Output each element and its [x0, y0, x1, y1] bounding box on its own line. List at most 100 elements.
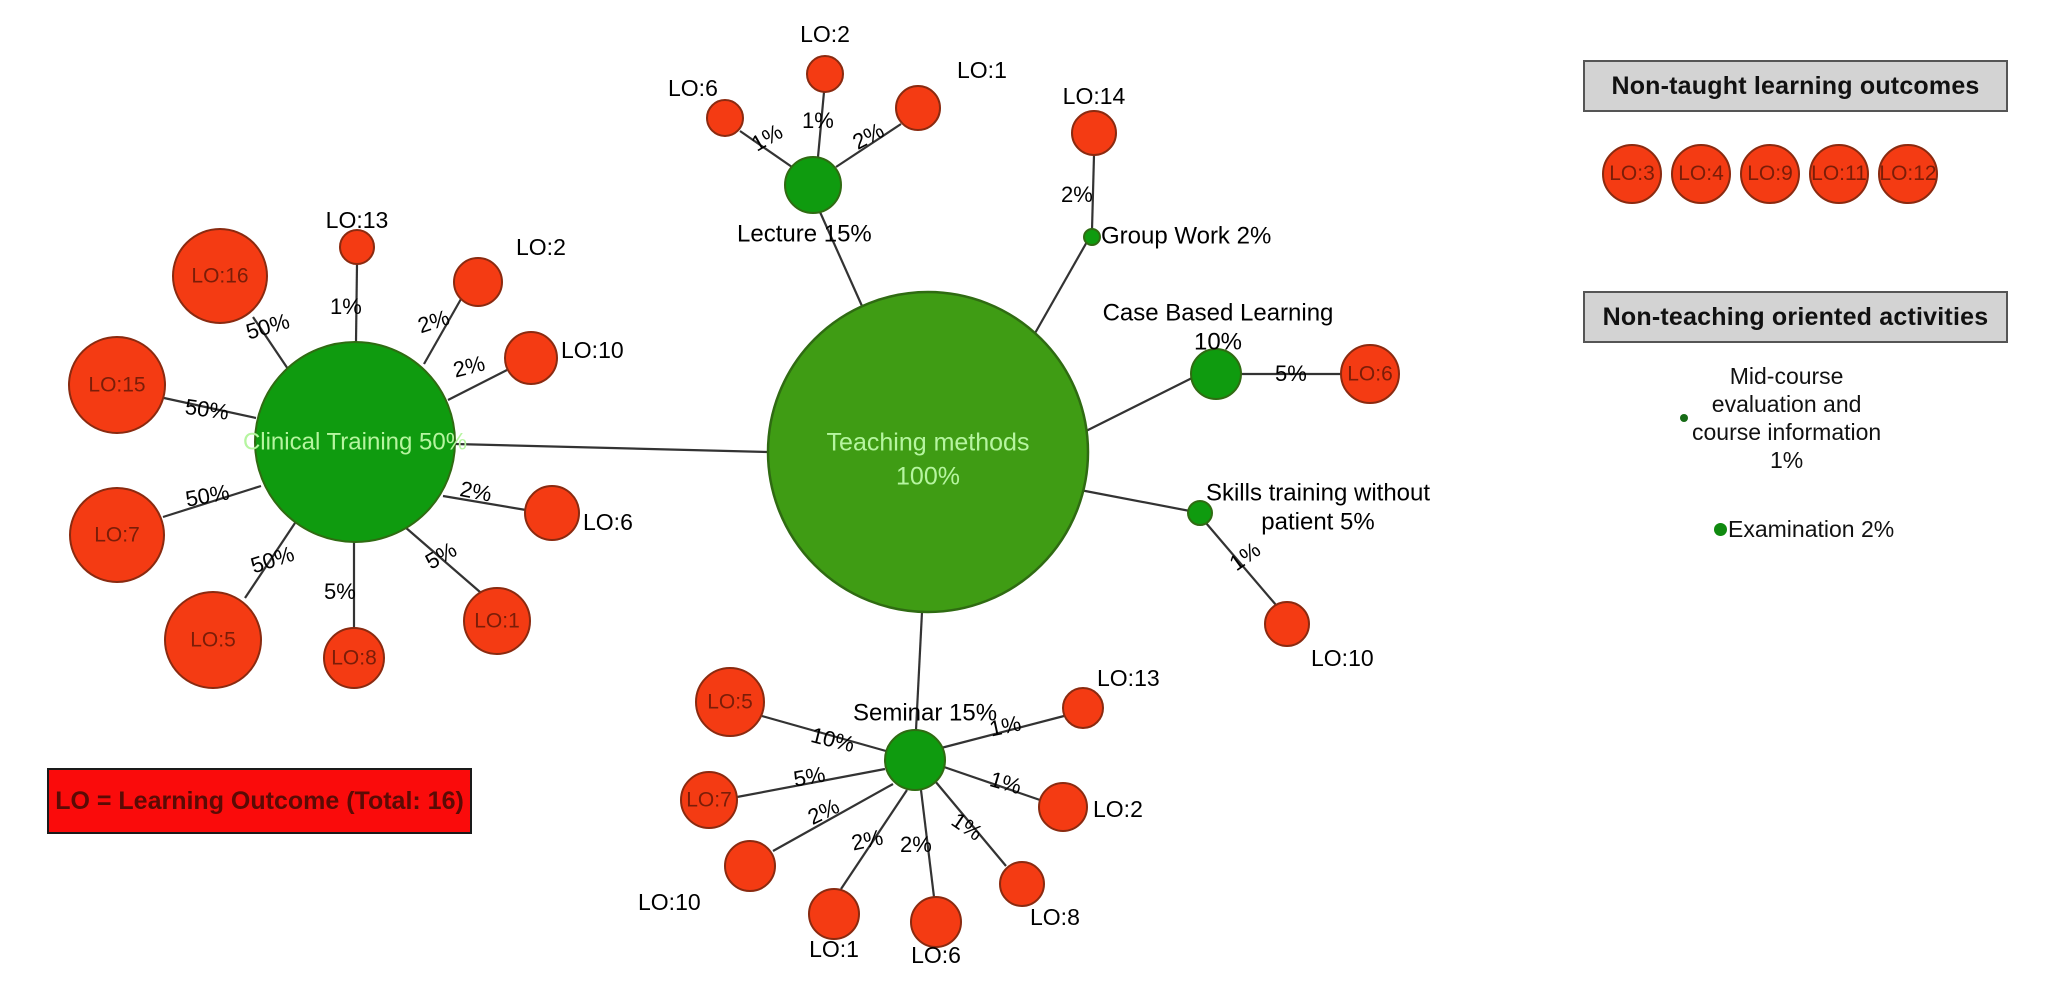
- node-lo-8-ct[interactable]: [323, 627, 385, 689]
- edge-lec-lo1: [835, 123, 902, 168]
- center-to-method-edges: [454, 211, 1193, 731]
- edge-center-clinical: [454, 442, 769, 454]
- edge-pct-ct-lo5: 50%: [248, 541, 298, 578]
- edge-sem-lo1: [840, 789, 908, 890]
- node-lo-10-seminar-label: LO:10: [638, 889, 701, 915]
- edge-ct-lo13: [354, 263, 359, 343]
- edge-center-case-based: [1083, 377, 1193, 433]
- edge-ct-lo5: [244, 522, 296, 599]
- case-based-learning-label-line2: 10%: [1194, 328, 1242, 355]
- edge-pct-ct-lo8: 5%: [324, 579, 356, 604]
- node-lo-5-ct[interactable]: [164, 591, 262, 689]
- edge-gw-lo14: [1090, 154, 1096, 231]
- edge-center-groupwork: [1029, 239, 1089, 343]
- legend-lo-11[interactable]: LO:11: [1809, 144, 1869, 204]
- lecture-circle[interactable]: [784, 156, 842, 214]
- legend-lo-9[interactable]: LO:9: [1740, 144, 1800, 204]
- node-lo-6-lecture[interactable]: [706, 99, 744, 137]
- cluster-lecture: Lecture 15% LO:6 1% LO:2 1% LO:1 2%: [668, 21, 1007, 247]
- node-lo-5-seminar[interactable]: [695, 667, 765, 737]
- node-lo-8-seminar[interactable]: [999, 861, 1045, 907]
- node-lo-2-seminar-label: LO:2: [1093, 796, 1143, 822]
- edge-lec-lo2: [816, 91, 826, 158]
- edge-pct-ct-lo6: 2%: [458, 476, 494, 507]
- legend-non-taught-header: Non-taught learning outcomes: [1583, 60, 2008, 112]
- node-lo-2-seminar[interactable]: [1038, 782, 1088, 832]
- edge-sem-lo8: [934, 780, 1007, 867]
- edge-sem-lo7: [736, 767, 886, 799]
- node-lo-6-cbl[interactable]: [1340, 344, 1400, 404]
- node-lo-1-ct[interactable]: [463, 587, 531, 655]
- node-lo-6-seminar[interactable]: [910, 896, 962, 948]
- edge-center-seminar: [914, 611, 924, 731]
- node-teaching-methods[interactable]: Teaching methods 100%: [766, 290, 1090, 614]
- node-lo-5-seminar-label: LO:5: [707, 691, 753, 714]
- edge-sem-lo10: [772, 783, 894, 852]
- cluster-case-based-learning: Case Based Learning 10% LO:6 5%: [1103, 299, 1400, 404]
- node-lo-7-ct-label: LO:7: [94, 524, 140, 547]
- edge-sem-lo13: [940, 714, 1065, 750]
- edge-pct-ct-lo10: 2%: [451, 351, 488, 383]
- node-lo-15-ct[interactable]: [68, 336, 166, 434]
- node-lo-13-label: LO:13: [326, 207, 389, 233]
- legend-lo-12[interactable]: LO:12: [1878, 144, 1938, 204]
- node-lo-1-seminar[interactable]: [808, 888, 860, 940]
- node-lo-8-ct-label: LO:8: [331, 647, 377, 670]
- skills-training-label-line1: Skills training without: [1206, 479, 1430, 506]
- node-lo-15-ct-label: LO:15: [88, 374, 145, 397]
- edge-pct-ct-lo7: 50%: [184, 479, 232, 511]
- node-lo-7-ct[interactable]: [69, 487, 165, 583]
- node-lo-16[interactable]: [172, 228, 268, 324]
- edge-pct-ct-lo15: 50%: [183, 394, 230, 425]
- node-lo-10-skills-label: LO:10: [1311, 645, 1374, 671]
- node-lo-2-ct[interactable]: [453, 257, 503, 307]
- node-lo-13-seminar[interactable]: [1062, 687, 1104, 729]
- edge-pct-gw-lo14: 2%: [1061, 182, 1093, 207]
- node-lo-14-groupwork[interactable]: [1071, 110, 1117, 156]
- node-lo-10-skills[interactable]: [1264, 601, 1310, 647]
- seminar-label: Seminar 15%: [853, 699, 997, 726]
- node-lo-1-seminar-label: LO:1: [809, 936, 859, 962]
- seminar-circle[interactable]: [884, 729, 946, 791]
- node-lo-10-seminar[interactable]: [724, 840, 776, 892]
- clinical-training-circle[interactable]: [254, 341, 456, 543]
- edge-pct-ct-lo13: 1%: [330, 294, 362, 319]
- node-lo-7-seminar[interactable]: [680, 771, 738, 829]
- node-lo-14-groupwork-label: LO:14: [1063, 83, 1126, 109]
- teaching-methods-label-line2: 100%: [896, 463, 960, 491]
- edge-ct-lo7: [162, 484, 262, 519]
- group-work-edges: [1090, 154, 1096, 231]
- node-lo-1-lecture[interactable]: [895, 85, 941, 131]
- node-lo-16-label: LO:16: [191, 265, 248, 288]
- node-lo-2-lecture-label: LO:2: [800, 21, 850, 47]
- legend-lo-3[interactable]: LO:3: [1602, 144, 1662, 204]
- skills-training-circle[interactable]: [1187, 500, 1213, 526]
- node-lo-10-ct[interactable]: [504, 331, 558, 385]
- lecture-edges: [739, 91, 902, 168]
- edge-pct-lec-lo6: 1%: [747, 119, 787, 157]
- node-lo-6-ct[interactable]: [524, 485, 580, 541]
- green-dot-icon-medium: [1714, 523, 1727, 536]
- node-lo-13[interactable]: [339, 229, 375, 265]
- node-lo-2-lecture[interactable]: [806, 55, 844, 93]
- edge-pct-sem-lo1: 2%: [849, 825, 885, 856]
- edge-ct-lo6: [442, 494, 527, 512]
- node-lo-7-seminar-label: LO:7: [686, 789, 732, 812]
- node-lo-6-seminar-label: LO:6: [911, 942, 961, 968]
- edge-sem-lo6: [919, 789, 936, 898]
- cluster-skills-training: Skills training without patient 5% LO:10…: [1187, 479, 1430, 671]
- teaching-methods-circle[interactable]: [766, 290, 1090, 614]
- lecture-label: Lecture 15%: [737, 220, 872, 247]
- legend-lo-4[interactable]: LO:4: [1671, 144, 1731, 204]
- edge-center-skills: [1079, 488, 1191, 513]
- skills-training-label-line2: patient 5%: [1261, 508, 1374, 535]
- skills-training-edges: [1205, 522, 1277, 606]
- cluster-clinical-training: Clinical Training 50% LO:16 50% LO:13 1%…: [68, 207, 633, 689]
- case-based-learning-circle[interactable]: [1190, 348, 1242, 400]
- edge-pct-st-lo10: 1%: [1225, 537, 1265, 576]
- edge-sem-lo5: [761, 714, 887, 753]
- group-work-circle[interactable]: [1083, 228, 1101, 246]
- cluster-group-work: Group Work 2% LO:14 2%: [1061, 83, 1271, 249]
- legend-non-teaching-header: Non-teaching oriented activities: [1583, 291, 2008, 343]
